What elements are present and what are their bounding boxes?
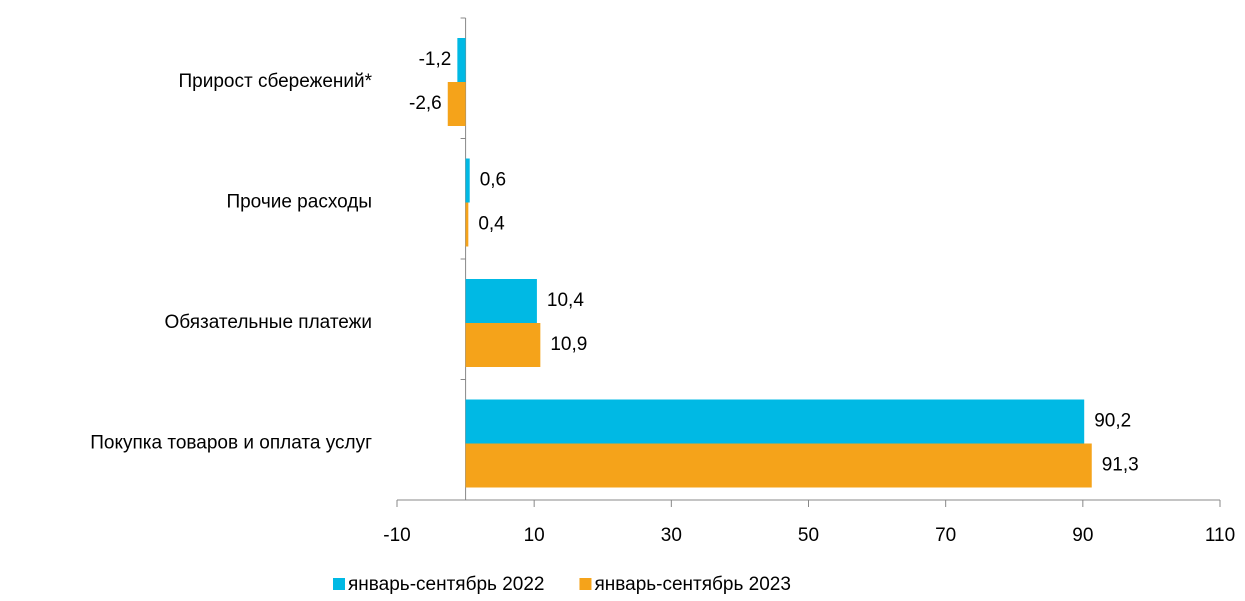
value-label: 0,4 [478, 214, 505, 235]
legend-label: январь-сентябрь 2023 [594, 574, 790, 595]
bar [465, 158, 470, 203]
category-label: Обязательные платежи [165, 312, 373, 333]
category-label: Прочие расходы [226, 192, 372, 213]
value-label: -2,6 [409, 93, 442, 114]
category-label: Прирост сбережений* [179, 71, 373, 92]
value-label: -1,2 [419, 49, 452, 70]
value-label: 91,3 [1102, 455, 1139, 476]
bar [465, 399, 1085, 444]
legend-label: январь-сентябрь 2022 [348, 574, 544, 595]
bar [465, 279, 537, 323]
x-tick-label: 110 [1205, 525, 1235, 546]
bar [465, 443, 1092, 488]
bar [457, 38, 466, 82]
value-label: 90,2 [1094, 411, 1131, 432]
value-label: 0,6 [480, 170, 506, 191]
x-tick-label: 30 [661, 525, 682, 546]
category-label: Покупка товаров и оплата услуг [90, 433, 372, 454]
bar [465, 202, 469, 247]
x-tick-label: 10 [524, 525, 545, 546]
bar [465, 323, 541, 367]
x-tick-label: -10 [383, 525, 410, 546]
value-label: 10,4 [547, 290, 584, 311]
x-tick-label: 50 [798, 525, 819, 546]
x-tick-label: 90 [1072, 525, 1093, 546]
bar [447, 82, 466, 126]
legend-swatch [579, 578, 592, 590]
x-tick-label: 70 [935, 525, 956, 546]
legend-swatch [333, 578, 345, 590]
value-label: 10,9 [550, 334, 587, 355]
